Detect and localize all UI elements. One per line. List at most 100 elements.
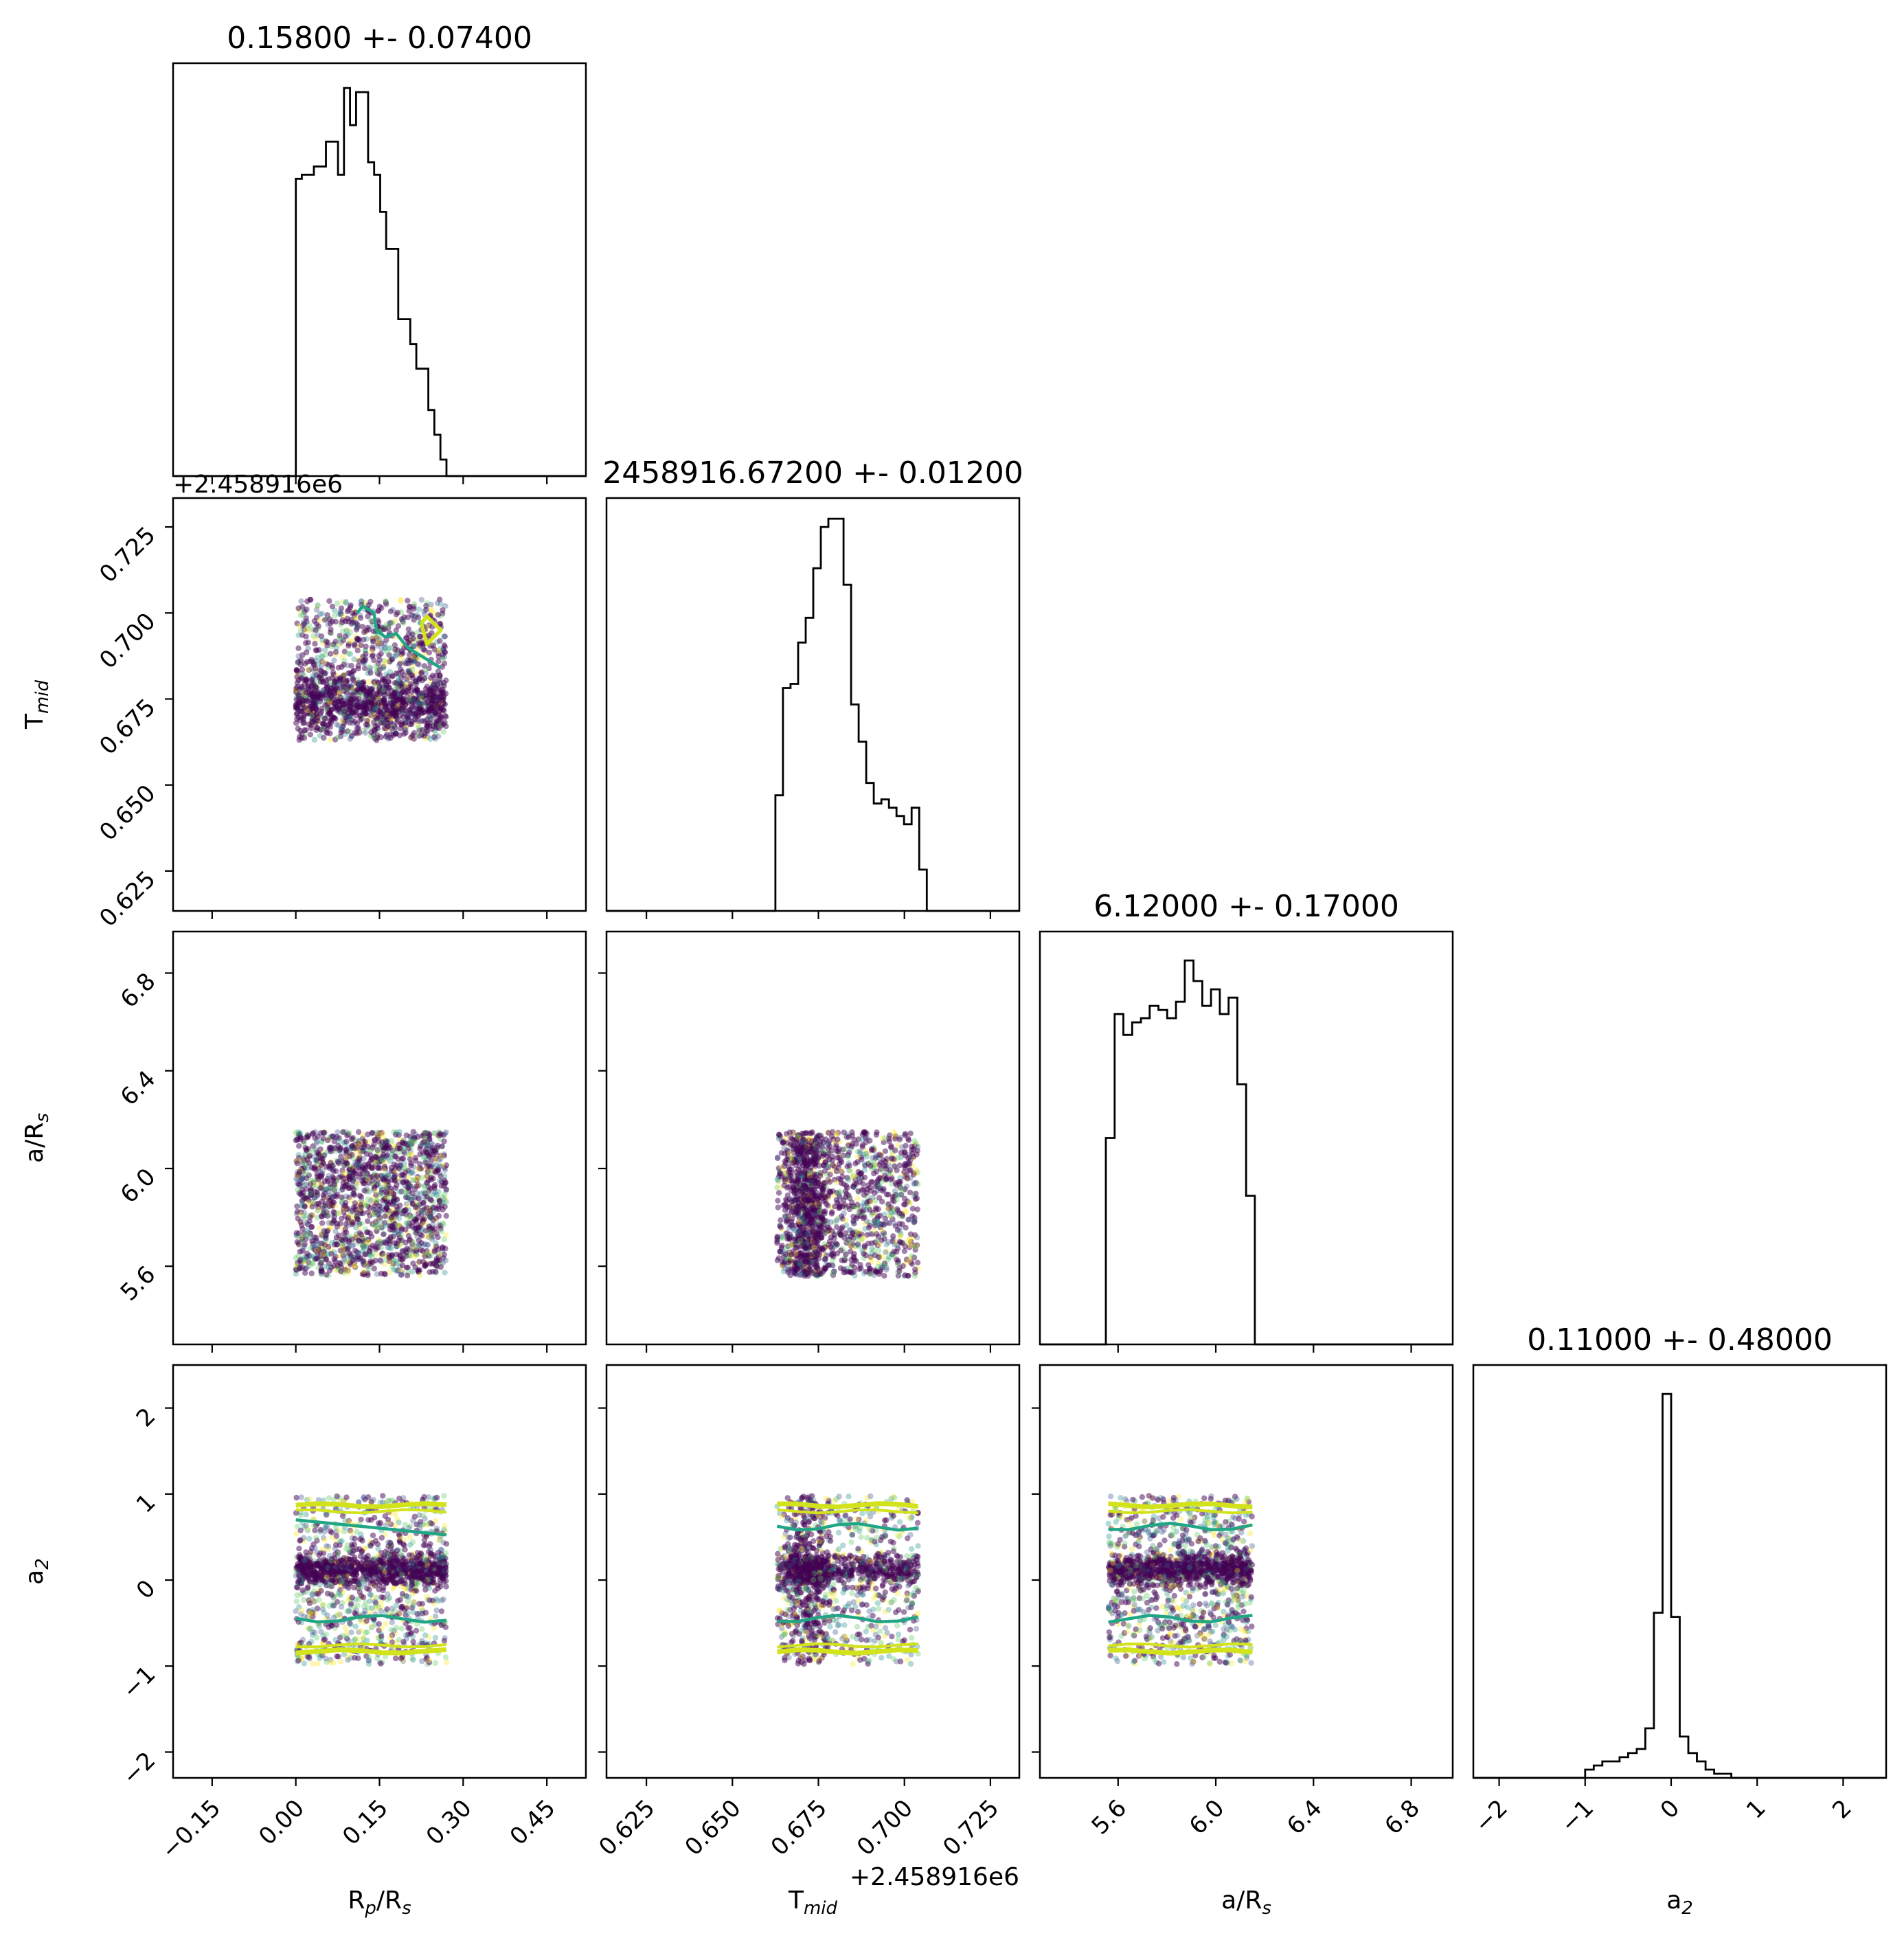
scatter-point [834, 1169, 839, 1174]
scatter-point [822, 1168, 828, 1173]
scatter-point [343, 1221, 349, 1227]
scatter-point [346, 638, 352, 644]
scatter-point [338, 1268, 343, 1274]
scatter-point [870, 1155, 875, 1160]
scatter-point [440, 607, 445, 613]
scatter-point [874, 1169, 879, 1174]
scatter-point [881, 1273, 887, 1278]
scatter-point [776, 1190, 782, 1195]
scatter-point [775, 1154, 780, 1160]
scatter-point [297, 1131, 303, 1136]
scatter-point [399, 1257, 405, 1263]
scatter-point [376, 1165, 381, 1171]
scatter-point [437, 1251, 442, 1256]
scatter-point [437, 638, 442, 644]
scatter-point [849, 1129, 854, 1135]
scatter-point [319, 638, 325, 643]
scatter-point [411, 730, 417, 736]
scatter-point [335, 735, 340, 741]
scatter-point [902, 1196, 907, 1202]
scatter-point [341, 1171, 347, 1176]
scatter-point [392, 1162, 397, 1167]
scatter-point [417, 1272, 422, 1278]
scatter-point [324, 677, 329, 683]
scatter-point [312, 669, 317, 675]
scatter-point [900, 1263, 906, 1269]
scatter-point [397, 1203, 403, 1208]
scatter-point [340, 677, 345, 683]
scatter-point [363, 644, 368, 649]
scatter-point [405, 1245, 410, 1251]
scatter-point [381, 1152, 386, 1158]
scatter-point [404, 682, 409, 688]
scatter-point [843, 1218, 848, 1223]
scatter-point [411, 601, 417, 607]
scatter-point [359, 1232, 364, 1237]
scatter-point [375, 1245, 381, 1250]
scatter-point [398, 1172, 404, 1177]
scatter-point [387, 714, 392, 719]
scatter-point [802, 1245, 808, 1250]
scatter-point [902, 1208, 907, 1214]
scatter-point [914, 1195, 920, 1201]
scatter-point [360, 1132, 365, 1138]
scatter-point [335, 1129, 340, 1135]
scatter-point [319, 611, 325, 616]
scatter-point [424, 1188, 429, 1194]
scatter-point [336, 665, 341, 670]
scatter-point [381, 678, 387, 684]
scatter-point [314, 1256, 319, 1261]
scatter-point [396, 674, 401, 679]
scatter-point [819, 1149, 825, 1154]
scatter-point [787, 1129, 793, 1135]
scatter-point [306, 666, 311, 672]
scatter-point [335, 1263, 340, 1268]
scatter-point [374, 668, 380, 674]
scatter-point [420, 1155, 426, 1160]
scatter-point [341, 1256, 347, 1262]
scatter-point [349, 1219, 354, 1225]
scatter-point [422, 1129, 428, 1135]
scatter-point [319, 1214, 325, 1219]
scatter-point [439, 1179, 444, 1184]
scatter-point [791, 1206, 796, 1211]
scatter-point [319, 709, 324, 714]
scatter-point [409, 714, 415, 719]
scatter-point [300, 1246, 306, 1252]
scatter-point [296, 696, 302, 701]
scatter-point [859, 1187, 865, 1193]
scatter-point [297, 734, 302, 739]
scatter-point [318, 679, 324, 684]
scatter-point [337, 1158, 342, 1164]
scatter-point [379, 1225, 385, 1230]
scatter-point [353, 1233, 359, 1239]
scatter-point [795, 1134, 801, 1139]
scatter-point [897, 1192, 903, 1197]
scatter-point [350, 610, 355, 616]
scatter-point [407, 659, 413, 665]
scatter-point [838, 1158, 843, 1163]
scatter-point [441, 692, 446, 698]
scatter-point [867, 1185, 872, 1191]
scatter-point [835, 1200, 840, 1206]
scatter-point [365, 1209, 371, 1215]
scatter-point [830, 1162, 835, 1168]
scatter-point [411, 606, 416, 611]
scatter-point [827, 1179, 832, 1184]
scatter-point [358, 615, 363, 620]
scatter-point [295, 659, 301, 665]
scatter-point [331, 657, 337, 663]
scatter-point [316, 695, 321, 700]
scatter-point [861, 1192, 867, 1197]
scatter-point [777, 1171, 782, 1176]
scatter-point [775, 1204, 781, 1210]
scatter-point [892, 1221, 897, 1226]
scatter-point [424, 1150, 430, 1155]
scatter-point [368, 618, 374, 623]
scatter-point [433, 1240, 438, 1245]
scatter-point [361, 1258, 366, 1263]
scatter-point [417, 1146, 422, 1151]
scatter-point [348, 734, 354, 739]
scatter-point [429, 726, 435, 732]
scatter-point [428, 707, 433, 712]
